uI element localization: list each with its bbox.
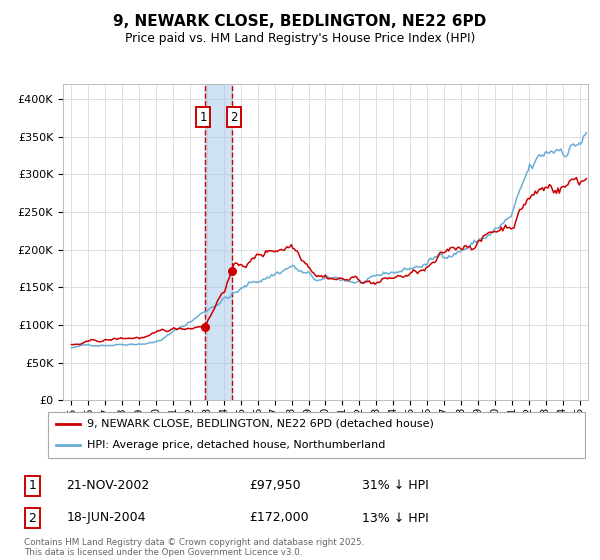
Text: 1: 1 — [199, 111, 207, 124]
Text: 31% ↓ HPI: 31% ↓ HPI — [362, 479, 429, 492]
Text: 2: 2 — [29, 511, 37, 525]
Text: 1: 1 — [29, 479, 37, 492]
Text: 21-NOV-2002: 21-NOV-2002 — [66, 479, 149, 492]
Text: Contains HM Land Registry data © Crown copyright and database right 2025.
This d: Contains HM Land Registry data © Crown c… — [24, 538, 364, 557]
Text: 9, NEWARK CLOSE, BEDLINGTON, NE22 6PD: 9, NEWARK CLOSE, BEDLINGTON, NE22 6PD — [113, 14, 487, 29]
Bar — [205, 84, 232, 400]
Text: 18-JUN-2004: 18-JUN-2004 — [66, 511, 146, 525]
Text: £97,950: £97,950 — [250, 479, 301, 492]
Text: 2: 2 — [230, 111, 238, 124]
Text: Price paid vs. HM Land Registry's House Price Index (HPI): Price paid vs. HM Land Registry's House … — [125, 32, 475, 45]
Text: HPI: Average price, detached house, Northumberland: HPI: Average price, detached house, Nort… — [86, 440, 385, 450]
Text: 13% ↓ HPI: 13% ↓ HPI — [362, 511, 429, 525]
Text: 9, NEWARK CLOSE, BEDLINGTON, NE22 6PD (detached house): 9, NEWARK CLOSE, BEDLINGTON, NE22 6PD (d… — [86, 419, 434, 429]
FancyBboxPatch shape — [48, 412, 585, 458]
Text: £172,000: £172,000 — [250, 511, 309, 525]
